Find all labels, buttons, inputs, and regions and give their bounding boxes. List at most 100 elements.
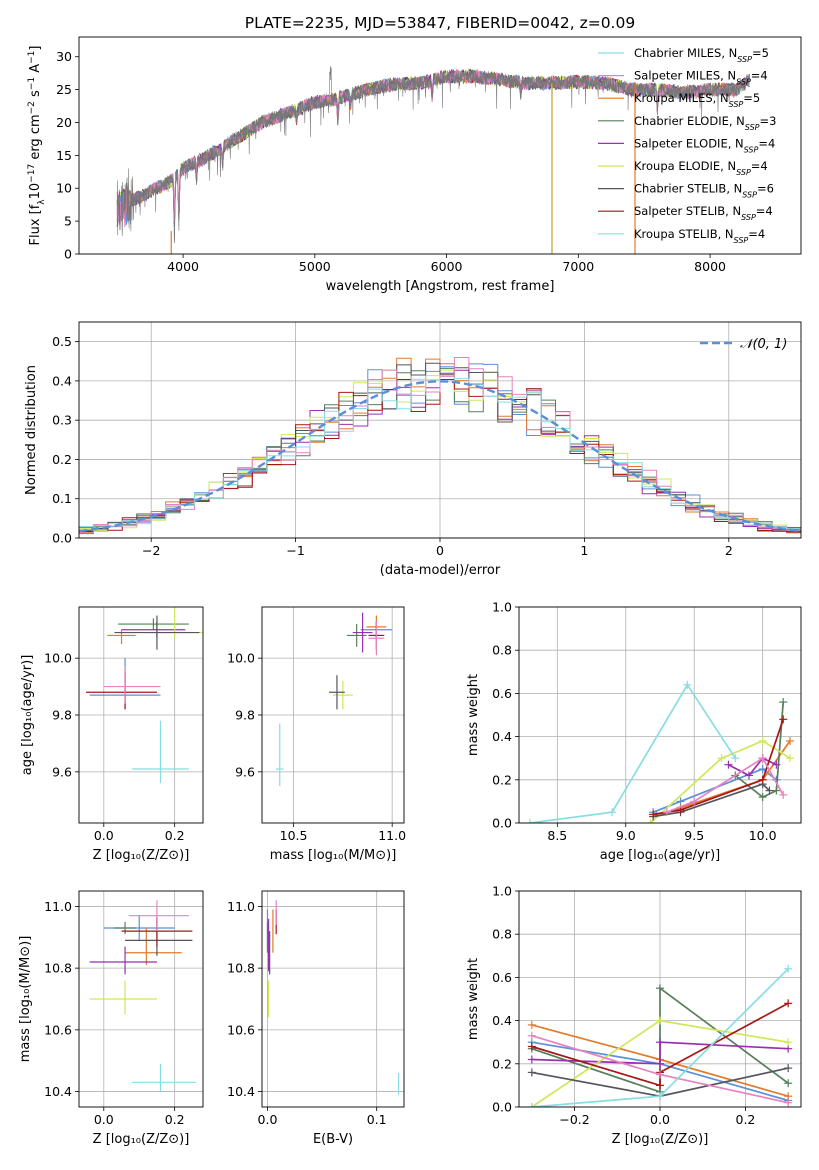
observed-spectrum-line [116,66,750,244]
x-axis-label: Z [log₁₀(Z/Z⊙)] [93,848,190,863]
y-axis-label: age [log₁₀(age/yr)] [20,655,35,776]
mass-weight-line [652,768,777,813]
x-tick-label: 8.5 [547,828,567,843]
x-axis-label: (data-model)/error [380,563,501,578]
plot-area [116,66,751,254]
error-bar-point [117,618,189,630]
plot-area [79,357,801,535]
plus-marker [527,1031,536,1040]
error-bar-point [132,720,189,784]
plus-marker [784,1064,793,1073]
plot-area [266,900,400,1095]
y-tick-label: 0.3 [52,413,72,428]
plus-marker [784,999,793,1008]
plus-marker [784,1098,793,1107]
x-tick-label: 4000 [167,259,199,274]
x-axis-label: mass [log₁₀(M/M⊙)] [270,848,397,863]
age-vs-mass-panel: 10.5 11.0 9.6 9.8 10.0 mass [log₁₀(M/M⊙)] [227,606,406,863]
y-tick-label: 0.0 [492,1100,512,1115]
y-tick-label: 0.8 [492,643,512,658]
y-tick-label: 11.0 [44,899,72,914]
y-tick-label: 1.0 [492,884,512,899]
x-tick-label: 0.0 [94,1112,114,1127]
plus-marker [656,1016,664,1025]
plus-marker [656,984,664,993]
y-axis-label: mass [log₁₀(M/M⊙)] [18,936,33,1063]
plus-marker [758,775,767,784]
x-tick-label: 9.5 [684,828,704,843]
x-tick-label: 0.0 [650,1112,670,1127]
y-tick-label: 10.0 [44,651,72,666]
error-bar-point [89,946,157,975]
error-bar-point [333,680,353,710]
plus-marker [731,754,740,763]
error-bar-point [114,615,200,650]
x-tick-label: 0.0 [94,828,114,843]
error-bar-point [132,1063,196,1092]
plus-marker [772,760,781,769]
x-tick-label: 5000 [299,259,331,274]
error-bar-point [275,723,284,787]
y-tick-label: 0.0 [492,816,512,831]
spectrum-legend: Chabrier MILES, NSSP=5 Salpeter MILES, NS… [598,46,776,244]
plus-marker [717,754,726,763]
plus-marker [758,736,767,745]
x-tick-label: 8000 [694,259,726,274]
y-tick-label: 0.4 [52,373,72,388]
plus-marker [779,698,788,707]
plot-area [275,612,393,787]
plus-marker [656,1081,664,1090]
y-tick-label: 30 [56,49,72,64]
mass-weight-line [531,1002,789,1087]
y-tick-label: 10.4 [44,1084,72,1099]
plus-marker [527,1103,536,1107]
x-axis-label: Z [log₁₀(Z/Z⊙)] [93,1132,190,1147]
plus-marker [683,680,692,689]
y-tick-label: 10.8 [44,961,72,976]
x-tick-label: 0.0 [258,1112,278,1127]
y-tick-label: 0 [64,247,72,262]
error-bar-point [346,624,367,647]
axes-frame [261,890,405,1108]
y-tick-label: 0.6 [492,970,512,985]
y-tick-label: 0.2 [492,1056,512,1071]
x-axis-label: E(B-V) [313,1132,353,1147]
y-tick-label: 0.5 [52,334,72,349]
x-tick-label: 6000 [431,259,463,274]
plus-marker [758,765,767,773]
x-tick-label: 11.0 [378,828,406,843]
plus-marker [662,808,671,817]
legend-entry: Chabrier STELIB, NSSP=6 [634,182,774,200]
mass-weight-vs-age-panel: 8.5 9.0 9.5 10.0 0.0 0.2 0.4 0.6 0.8 1.0 age [log₁… [466,600,802,863]
y-tick-label: 0.6 [492,686,512,701]
plus-marker [525,819,534,823]
chart-title: PLATE=2235, MJD=53847, FIBERID=0042, z=0… [245,14,635,32]
axes-frame [518,606,802,824]
plus-marker [758,793,767,802]
normal-reference-curve [79,380,801,533]
plus-marker [772,786,781,795]
x-axis-label: Z [log₁₀(Z/Z⊙)] [612,1132,709,1147]
legend-entry: 𝒩(0, 1) [740,337,787,352]
y-axis-label: Flux [fλ10−17 erg cm−2 s−1 A−1] [27,46,47,246]
x-tick-label: 0 [436,543,444,558]
y-tick-label: 5 [64,214,72,229]
plus-marker [758,754,767,763]
plus-marker [527,1020,536,1029]
mass-weight-line [666,757,784,813]
x-tick-label: 0.2 [165,1112,185,1127]
y-tick-label: 0.0 [52,531,72,546]
plus-marker [608,808,617,817]
y-tick-label: 9.8 [235,708,255,723]
y-tick-label: 9.6 [52,764,72,779]
legend-entry: Salpeter STELIB, NSSP=4 [634,204,773,222]
plus-marker [527,1068,536,1077]
x-axis-label: age [log₁₀(age/yr)] [600,848,721,863]
plus-marker [744,771,753,780]
mass-weight-line [649,739,791,823]
x-tick-label: 10.5 [280,828,308,843]
plus-marker [779,790,788,799]
plus-marker [784,964,793,973]
y-tick-label: 10.4 [227,1084,255,1099]
mass-vs-metallicity-panel: 0.0 0.2 10.4 10.6 10.8 11.0 Z [log₁₀(Z/Z⊙)] mas… [18,890,204,1147]
